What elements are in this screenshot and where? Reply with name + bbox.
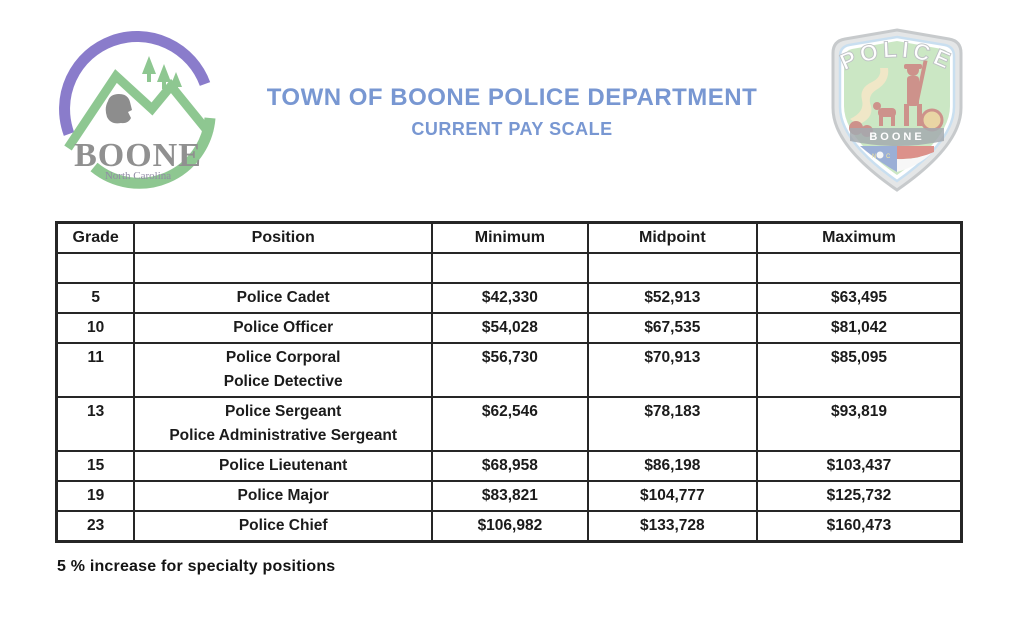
column-header-position: Position	[133, 221, 434, 254]
minimum-cell: $68,958	[431, 450, 589, 482]
minimum-cell	[431, 252, 589, 284]
badge-trail	[850, 68, 889, 125]
svg-text:N: N	[872, 154, 876, 160]
grade-cell: 5	[55, 282, 136, 314]
page-title: TOWN OF BOONE POLICE DEPARTMENT	[266, 84, 758, 111]
logo-mountains	[64, 69, 214, 151]
position-line: Police Sergeant	[225, 403, 342, 420]
table-row: 13 Police Sergeant Police Administrative S…	[55, 396, 963, 452]
position-cell: Police Lieutenant	[133, 450, 434, 482]
table-row: 23 Police Chief $106,982 $133,728 $160,473	[55, 510, 963, 543]
position-cell: Police Major	[133, 480, 434, 512]
position-line: Police Chief	[238, 517, 328, 534]
minimum-cell: $106,982	[431, 510, 589, 543]
table-row: 11 Police Corporal Police Detective $56,730…	[55, 342, 963, 398]
grade-cell: 19	[55, 480, 136, 512]
maximum-cell: $63,495	[755, 282, 963, 314]
logo-region-label: North Carolina	[105, 170, 171, 182]
grade-cell: 10	[55, 312, 136, 344]
page-header: TOWN OF BOONE POLICE DEPARTMENT CURRENT …	[0, 84, 1024, 140]
column-header-minimum: Minimum	[431, 221, 589, 254]
minimum-cell: $42,330	[431, 282, 589, 314]
maximum-cell: $103,437	[755, 450, 963, 482]
maximum-cell	[755, 252, 963, 284]
minimum-cell: $62,546	[431, 396, 589, 452]
logo-wordmark: BOONE	[74, 137, 202, 174]
badge-town-label: BOONE	[869, 131, 924, 143]
page-subtitle: CURRENT PAY SCALE	[411, 119, 613, 139]
position-cell: Police Corporal Police Detective	[133, 342, 434, 398]
grade-cell: 11	[55, 342, 136, 398]
position-cell: Police Sergeant Police Administrative Ser…	[133, 396, 434, 452]
logo-green-arc	[90, 117, 216, 189]
police-badge-icon: BOONE N C POLICE	[831, 28, 963, 192]
maximum-cell: $93,819	[755, 396, 963, 452]
table-row: 15 Police Lieutenant $68,958 $86,198 $103,43…	[55, 450, 963, 482]
column-header-maximum: Maximum	[755, 221, 963, 254]
midpoint-cell: $52,913	[586, 282, 758, 314]
maximum-cell: $125,732	[755, 480, 963, 512]
position-cell	[133, 252, 434, 284]
svg-text:C: C	[886, 154, 891, 160]
grade-cell	[55, 252, 136, 284]
pay-scale-table-container: Grade Position Minimum Midpoint Maximum 5 Pol…	[55, 221, 963, 543]
table-row	[55, 252, 963, 284]
position-line: Police Cadet	[236, 289, 330, 306]
position-line: Police Lieutenant	[219, 457, 348, 474]
position-line: Police Detective	[223, 373, 343, 390]
position-line: Police Major	[237, 487, 329, 504]
table-row: 19 Police Major $83,821 $104,777 $125,732	[55, 480, 963, 512]
minimum-cell: $83,821	[431, 480, 589, 512]
specialty-note: 5 % increase for specialty positions	[57, 558, 336, 575]
minimum-cell: $54,028	[431, 312, 589, 344]
table-header-row: Grade Position Minimum Midpoint Maximum	[55, 221, 963, 254]
midpoint-cell: $133,728	[586, 510, 758, 543]
badge-nc-flag-icon: N C	[860, 146, 934, 172]
midpoint-cell	[586, 252, 758, 284]
position-line: Police Administrative Sergeant	[169, 427, 398, 444]
grade-cell: 13	[55, 396, 136, 452]
maximum-cell: $81,042	[755, 312, 963, 344]
position-cell: Police Cadet	[133, 282, 434, 314]
minimum-cell: $56,730	[431, 342, 589, 398]
position-cell: Police Chief	[133, 510, 434, 543]
town-of-boone-logo: BOONE North Carolina	[59, 31, 216, 189]
grade-cell: 15	[55, 450, 136, 482]
column-header-midpoint: Midpoint	[586, 221, 758, 254]
midpoint-cell: $86,198	[586, 450, 758, 482]
position-cell: Police Officer	[133, 312, 434, 344]
table-row: 10 Police Officer $54,028 $67,535 $81,042	[55, 312, 963, 344]
position-line: Police Corporal	[225, 349, 341, 366]
table-row: 5 Police Cadet $42,330 $52,913 $63,495	[55, 282, 963, 314]
position-line: Police Officer	[233, 319, 334, 336]
logo-purple-arc	[59, 31, 211, 136]
grade-cell: 23	[55, 510, 136, 543]
midpoint-cell: $104,777	[586, 480, 758, 512]
maximum-cell: $85,095	[755, 342, 963, 398]
midpoint-cell: $78,183	[586, 396, 758, 452]
badge-name-band	[850, 128, 944, 146]
badge-pioneer-figure-icon	[849, 60, 944, 137]
position-line	[139, 256, 427, 280]
logo-profile-silhouette	[105, 94, 132, 124]
maximum-cell: $160,473	[755, 510, 963, 543]
column-header-grade: Grade	[55, 221, 136, 254]
midpoint-cell: $67,535	[586, 312, 758, 344]
pay-scale-table: Grade Position Minimum Midpoint Maximum 5 Pol…	[55, 221, 963, 543]
logo-trees-icon	[142, 56, 182, 93]
pay-table-body: 5 Police Cadet $42,330 $52,913 $63,495 10 Poli…	[55, 252, 963, 543]
midpoint-cell: $70,913	[586, 342, 758, 398]
